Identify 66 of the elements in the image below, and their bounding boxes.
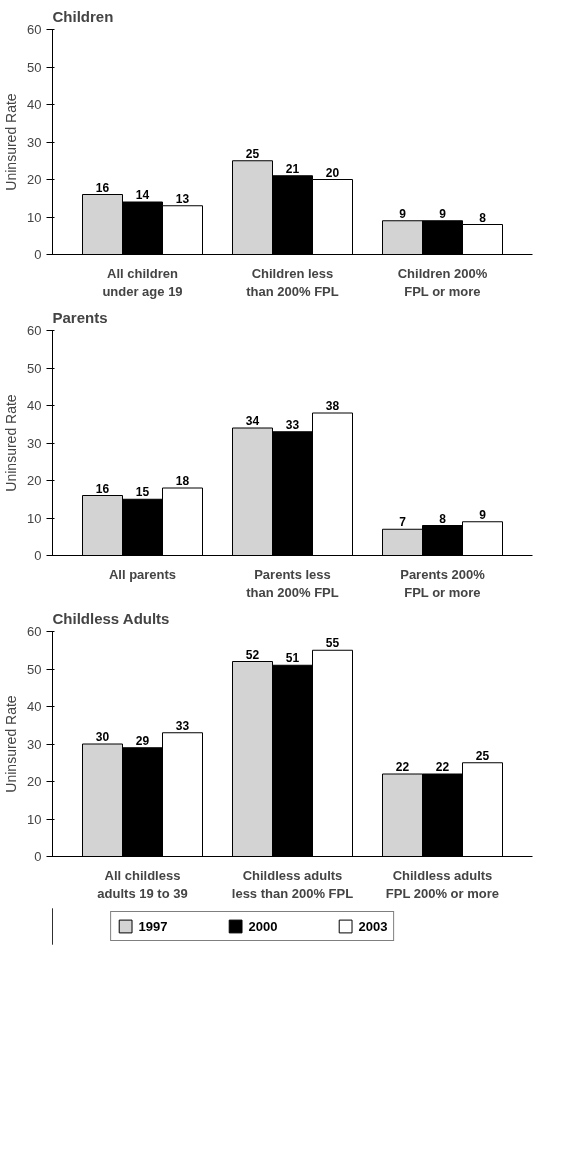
x-tick-label: All children under age 19 <box>102 265 183 299</box>
y-axis-title: Uninsured Rate <box>3 93 20 191</box>
y-tick-label: 20 <box>27 172 42 187</box>
data-label: 8 <box>439 511 447 526</box>
data-label: 22 <box>435 760 450 774</box>
y-tick-label: 20 <box>27 774 42 789</box>
data-label: 16 <box>95 481 110 496</box>
data-label: 33 <box>285 417 300 432</box>
y-axis-title: Uninsured Rate <box>3 695 20 793</box>
data-label: 30 <box>95 730 110 744</box>
x-tick-label: Childless adults FPL 200% or more <box>385 867 499 901</box>
data-label: 8 <box>479 210 487 225</box>
y-tick-label: 60 <box>27 624 42 639</box>
data-label: 7 <box>399 515 407 530</box>
legend-label: 2003 <box>358 918 388 934</box>
y-tick-label: 0 <box>34 849 42 864</box>
chart-title: Parents <box>52 308 108 326</box>
data-label: 52 <box>245 647 260 662</box>
data-label: 18 <box>175 474 190 488</box>
y-tick-label: 60 <box>27 323 42 338</box>
y-tick-label: 50 <box>27 661 42 677</box>
data-label: 34 <box>245 414 260 428</box>
data-label: 9 <box>399 206 407 221</box>
y-tick-label: 0 <box>34 247 42 262</box>
data-label: 25 <box>475 748 490 763</box>
x-tick-label: Children less than 200% FPL <box>246 265 339 299</box>
x-tick-label: Parents 200% FPL or more <box>400 566 486 600</box>
y-tick-label: 10 <box>27 811 42 827</box>
data-label: 51 <box>285 651 300 666</box>
y-tick-label: 30 <box>27 134 42 150</box>
data-label: 25 <box>245 146 260 161</box>
data-label: 9 <box>479 507 487 522</box>
y-tick-label: 50 <box>27 360 42 376</box>
data-label: 16 <box>95 180 110 195</box>
x-tick-label: Parents less than 200% FPL <box>246 566 339 600</box>
data-label: 33 <box>175 718 190 733</box>
data-label: 14 <box>135 188 150 202</box>
legend-label: 2000 <box>248 918 278 934</box>
data-label: 13 <box>175 191 190 206</box>
y-tick-label: 40 <box>27 398 42 413</box>
data-label: 20 <box>325 165 340 180</box>
data-label: 22 <box>395 760 410 774</box>
chart-title: Childless Adults <box>52 609 170 627</box>
chart-title: Children <box>52 7 114 25</box>
y-tick-label: 40 <box>27 699 42 714</box>
x-tick-label: Children 200% FPL or more <box>397 265 488 299</box>
data-label: 55 <box>325 636 340 651</box>
y-tick-label: 60 <box>27 22 42 37</box>
y-tick-label: 0 <box>34 548 42 563</box>
y-tick-label: 40 <box>27 97 42 112</box>
data-label: 15 <box>135 485 150 500</box>
y-tick-label: 30 <box>27 435 42 451</box>
y-tick-label: 30 <box>27 736 42 752</box>
data-label: 29 <box>135 733 150 748</box>
y-tick-label: 10 <box>27 209 42 225</box>
y-tick-label: 20 <box>27 473 42 488</box>
y-tick-label: 10 <box>27 510 42 526</box>
data-label: 9 <box>439 206 447 221</box>
data-label: 38 <box>325 399 340 413</box>
x-tick-label: All childless adults 19 to 39 <box>97 867 188 901</box>
y-axis-title: Uninsured Rate <box>3 394 20 492</box>
legend-label: 1997 <box>138 918 168 934</box>
x-tick-label: All parents <box>108 566 177 582</box>
y-tick-label: 50 <box>27 59 42 75</box>
data-label: 21 <box>285 161 300 176</box>
x-tick-label: Childless adults less than 200% FPL <box>231 867 354 901</box>
